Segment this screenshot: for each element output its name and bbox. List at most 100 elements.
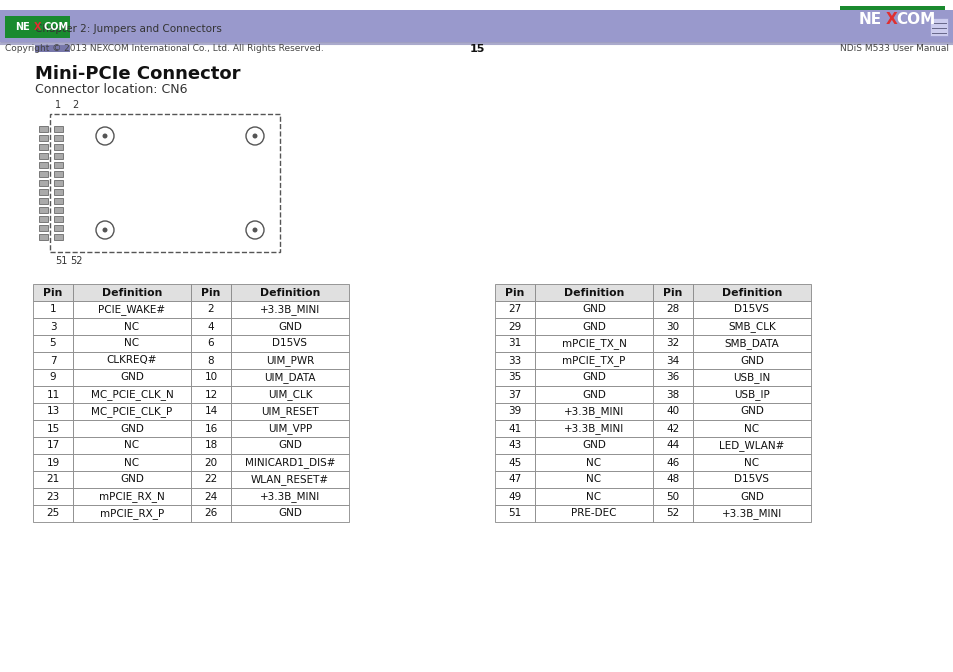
Bar <box>535 386 652 403</box>
Bar <box>231 301 349 318</box>
Bar <box>54 135 63 141</box>
Bar <box>535 505 652 522</box>
Bar <box>652 403 692 420</box>
Bar <box>535 420 652 437</box>
Text: 15: 15 <box>47 423 59 433</box>
Bar <box>33 420 73 437</box>
Text: 50: 50 <box>666 491 679 501</box>
Bar <box>191 318 231 335</box>
Text: 40: 40 <box>666 407 679 417</box>
Bar <box>692 335 810 352</box>
Text: GND: GND <box>277 509 301 519</box>
Text: Pin: Pin <box>201 288 220 298</box>
Text: 29: 29 <box>508 321 521 331</box>
Bar <box>191 420 231 437</box>
Circle shape <box>253 228 257 233</box>
Text: Chapter 2: Jumpers and Connectors: Chapter 2: Jumpers and Connectors <box>35 24 222 34</box>
Text: 7: 7 <box>50 355 56 366</box>
Text: 51: 51 <box>508 509 521 519</box>
Bar <box>73 369 191 386</box>
Bar <box>39 126 48 132</box>
Bar <box>652 301 692 318</box>
Text: GND: GND <box>581 372 605 382</box>
Bar <box>652 352 692 369</box>
Text: Definition: Definition <box>259 288 320 298</box>
Text: 23: 23 <box>47 491 59 501</box>
Bar <box>495 488 535 505</box>
Bar <box>692 471 810 488</box>
Text: 18: 18 <box>204 441 217 450</box>
Text: 38: 38 <box>666 390 679 399</box>
Text: GND: GND <box>120 372 144 382</box>
Text: NC: NC <box>124 441 139 450</box>
Text: D15VS: D15VS <box>734 474 769 485</box>
Text: NE: NE <box>15 22 30 32</box>
Bar <box>33 301 73 318</box>
Text: 32: 32 <box>666 339 679 349</box>
Bar <box>231 454 349 471</box>
Bar <box>191 403 231 420</box>
Bar <box>652 369 692 386</box>
Text: 30: 30 <box>666 321 679 331</box>
Bar <box>54 198 63 204</box>
Text: NC: NC <box>124 458 139 468</box>
FancyBboxPatch shape <box>5 16 70 38</box>
Bar <box>33 403 73 420</box>
Bar <box>231 505 349 522</box>
Text: Definition: Definition <box>102 288 162 298</box>
Bar <box>231 335 349 352</box>
Bar <box>191 471 231 488</box>
Text: 25: 25 <box>47 509 59 519</box>
Bar <box>73 301 191 318</box>
Bar <box>692 454 810 471</box>
Bar <box>54 126 63 132</box>
Text: Pin: Pin <box>505 288 524 298</box>
Text: Mini-PCIe Connector: Mini-PCIe Connector <box>35 65 240 83</box>
Bar <box>495 420 535 437</box>
Text: mPCIE_RX_P: mPCIE_RX_P <box>100 508 164 519</box>
Text: 2: 2 <box>208 304 214 314</box>
Circle shape <box>253 134 257 138</box>
Bar <box>73 420 191 437</box>
Text: D15VS: D15VS <box>273 339 307 349</box>
Text: PCIE_WAKE#: PCIE_WAKE# <box>98 304 166 315</box>
Text: GND: GND <box>740 491 763 501</box>
Text: X: X <box>885 13 897 28</box>
Text: +3.3B_MINI: +3.3B_MINI <box>563 406 623 417</box>
Text: 17: 17 <box>47 441 59 450</box>
Text: GND: GND <box>277 441 301 450</box>
Text: 11: 11 <box>47 390 59 399</box>
Bar <box>33 488 73 505</box>
Bar <box>495 454 535 471</box>
Bar <box>535 454 652 471</box>
Bar <box>33 386 73 403</box>
Text: Connector location: CN6: Connector location: CN6 <box>35 83 188 96</box>
Bar <box>39 189 48 195</box>
Text: 52: 52 <box>666 509 679 519</box>
Bar <box>535 301 652 318</box>
Bar <box>50 114 280 252</box>
Text: 10: 10 <box>204 372 217 382</box>
Bar <box>33 284 73 301</box>
Bar <box>495 369 535 386</box>
Bar <box>495 352 535 369</box>
Text: GND: GND <box>120 423 144 433</box>
Text: GND: GND <box>581 321 605 331</box>
Bar <box>191 352 231 369</box>
Circle shape <box>102 134 108 138</box>
Text: X: X <box>34 22 42 32</box>
Bar <box>54 153 63 159</box>
Text: 4: 4 <box>208 321 214 331</box>
Bar <box>73 318 191 335</box>
Bar <box>54 234 63 240</box>
Bar <box>652 488 692 505</box>
Bar <box>39 171 48 177</box>
Text: 41: 41 <box>508 423 521 433</box>
Text: CLKREQ#: CLKREQ# <box>107 355 157 366</box>
Bar <box>692 386 810 403</box>
Text: 52: 52 <box>70 256 82 266</box>
Bar <box>191 437 231 454</box>
Bar <box>39 234 48 240</box>
Bar <box>39 144 48 150</box>
Bar <box>652 505 692 522</box>
